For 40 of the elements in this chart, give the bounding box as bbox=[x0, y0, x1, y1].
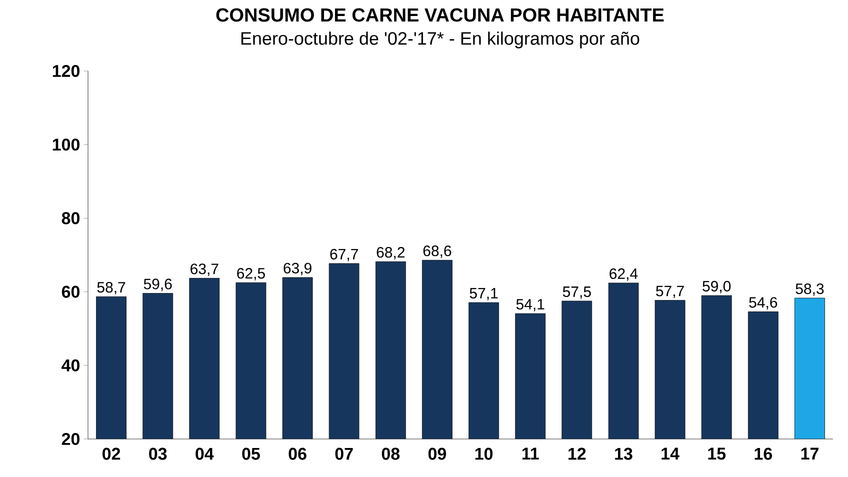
y-tick-label: 20 bbox=[62, 432, 80, 446]
x-tick-label: 15 bbox=[708, 448, 726, 460]
x-tick-label: 16 bbox=[754, 448, 772, 460]
data-label: 68,6 bbox=[423, 246, 452, 258]
data-label: 58,7 bbox=[97, 282, 126, 294]
chart-subtitle: Enero-octubre de '02-'17* - En kilogramos por año bbox=[241, 32, 640, 48]
x-tick-label: 13 bbox=[615, 448, 632, 460]
data-label: 62,5 bbox=[237, 268, 265, 280]
data-label: 54,1 bbox=[516, 299, 544, 312]
data-label: 59,6 bbox=[144, 278, 172, 292]
y-tick-label: 40 bbox=[62, 359, 80, 372]
data-label: 67,7 bbox=[330, 248, 358, 262]
data-label: 54,6 bbox=[749, 297, 778, 310]
data-label: 63,9 bbox=[284, 262, 312, 276]
x-tick-label: 06 bbox=[288, 448, 306, 460]
x-tick-label: 03 bbox=[149, 448, 167, 460]
data-label: 57,1 bbox=[470, 288, 498, 300]
y-tick-label: 100 bbox=[52, 138, 80, 151]
x-tick-label: 04 bbox=[196, 448, 214, 460]
x-tick-label: 10 bbox=[475, 448, 493, 460]
y-tick-label: 120 bbox=[52, 64, 80, 78]
x-tick-label: 05 bbox=[242, 448, 260, 460]
y-tick-label: 80 bbox=[62, 212, 80, 224]
x-tick-label: 02 bbox=[102, 448, 120, 460]
y-tick-label: 60 bbox=[62, 286, 80, 298]
x-tick-label: 11 bbox=[522, 448, 539, 460]
x-tick-label: 12 bbox=[568, 448, 586, 460]
data-label: 57,7 bbox=[656, 286, 684, 298]
x-tick-label: 17 bbox=[801, 448, 818, 460]
x-tick-label: 08 bbox=[382, 448, 400, 460]
x-tick-label: 14 bbox=[662, 448, 680, 460]
data-label: 68,2 bbox=[376, 247, 405, 260]
x-tick-label: 09 bbox=[428, 448, 446, 460]
chart-title: CONSUMO DE CARNE VACUNA POR HABITANTE bbox=[216, 8, 664, 22]
data-label: 58,3 bbox=[796, 283, 824, 296]
data-label: 57,5 bbox=[562, 286, 591, 299]
data-label: 63,7 bbox=[190, 264, 218, 276]
data-label: 62,4 bbox=[610, 268, 638, 281]
x-tick-label: 07 bbox=[335, 448, 353, 460]
data-label: 59,0 bbox=[702, 280, 731, 294]
